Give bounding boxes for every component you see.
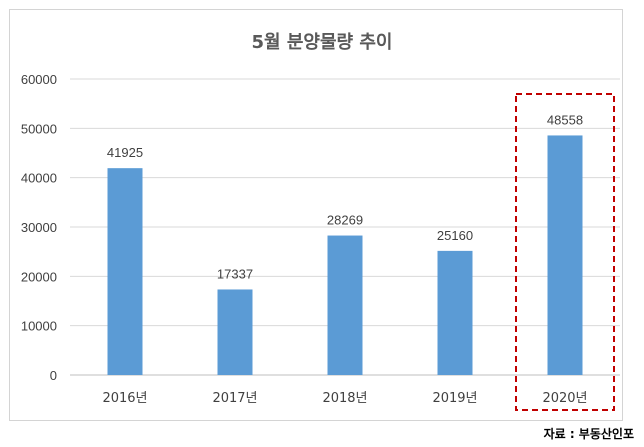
data-label: 41925 (107, 145, 143, 160)
x-axis-labels: 2016년 2017년 2018년 2019년 2020년 (102, 391, 587, 406)
y-tick-label: 60000 (21, 72, 57, 87)
x-tick-label: 2017년 (212, 391, 257, 406)
x-tick-label: 2019년 (432, 391, 477, 406)
y-tick-label: 50000 (21, 121, 57, 136)
x-tick-label: 2016년 (102, 391, 147, 406)
y-tick-label: 20000 (21, 269, 57, 284)
y-tick-label: 40000 (21, 171, 57, 186)
bar (327, 235, 363, 375)
bar (437, 250, 473, 375)
y-tick-label: 0 (50, 368, 57, 383)
data-label: 25160 (437, 228, 473, 243)
source-note: 자료 : 부동산인포 (543, 427, 634, 441)
bar (217, 289, 253, 375)
bar (107, 168, 143, 375)
data-label: 17337 (217, 266, 253, 281)
highlight-box (515, 93, 615, 411)
x-tick-label: 2020년 (542, 391, 587, 406)
y-axis-ticks: 0 10000 20000 30000 40000 50000 60000 (21, 72, 57, 383)
x-tick-label: 2018년 (322, 391, 367, 406)
chart-title: 5월 분양물량 추이 (252, 32, 393, 53)
data-label: 48558 (547, 112, 583, 127)
y-tick-label: 10000 (21, 319, 57, 334)
data-labels: 41925 17337 28269 25160 48558 (107, 112, 583, 281)
bar (547, 135, 583, 375)
y-tick-label: 30000 (21, 220, 57, 235)
gridlines (70, 78, 620, 376)
bars (107, 135, 583, 375)
data-label: 28269 (327, 213, 363, 228)
